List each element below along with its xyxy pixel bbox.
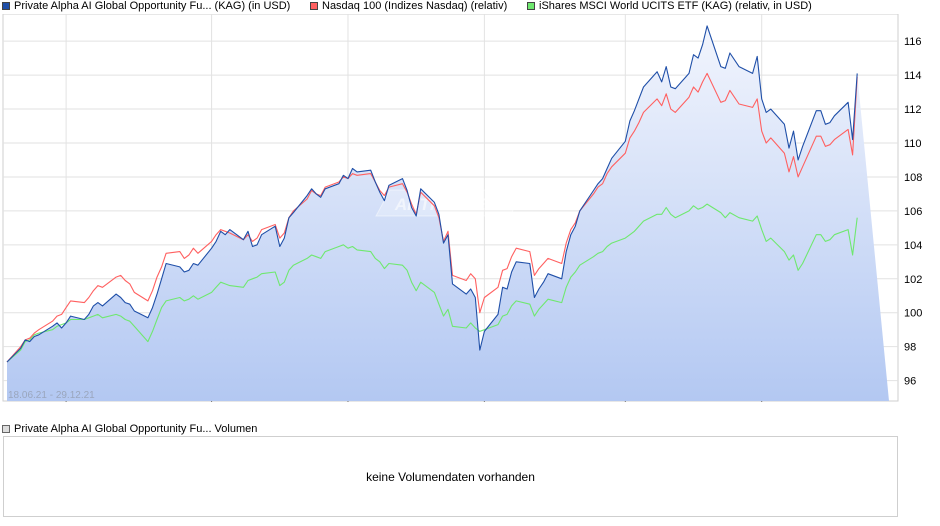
legend-label-nasdaq: Nasdaq 100 (Indizes Nasdaq) (relativ) xyxy=(322,0,508,12)
volume-legend: Private Alpha AI Global Opportunity Fu..… xyxy=(2,423,257,435)
legend-label-ishares: iShares MSCI World UCITS ETF (KAG) (rela… xyxy=(539,0,812,12)
legend-swatch-fund xyxy=(2,2,10,10)
price-chart[interactable]: AKTIENWELT JuliAug.Sep.Okt.Nov.Dez. 96 98… xyxy=(0,14,940,402)
y-tick-label: 110 xyxy=(904,138,922,150)
y-tick-label: 100 xyxy=(904,308,922,320)
y-tick-label: 106 xyxy=(904,206,922,218)
date-range-label: 18.06.21 - 29.12.21 xyxy=(8,390,95,401)
y-tick-label: 96 xyxy=(904,376,916,388)
y-tick-label: 116 xyxy=(904,36,922,48)
watermark-text: AKTIENWELT xyxy=(394,195,507,214)
area-fill-path xyxy=(7,25,889,402)
volume-legend-label: Private Alpha AI Global Opportunity Fu..… xyxy=(14,423,258,435)
y-tick-label: 112 xyxy=(904,104,922,116)
y-tick-label: 114 xyxy=(904,70,922,82)
y-tick-label: 102 xyxy=(904,274,922,286)
volume-panel: keine Volumendaten vorhanden xyxy=(3,436,898,517)
legend-swatch-ishares xyxy=(527,2,535,10)
volume-empty-message: keine Volumendaten vorhanden xyxy=(366,469,535,484)
y-axis: 96 98 100 102 104 106 108 110 112 114 116 xyxy=(904,36,922,387)
area-fill xyxy=(7,25,889,402)
legend-item-nasdaq[interactable]: Nasdaq 100 (Indizes Nasdaq) (relativ) xyxy=(310,0,507,12)
legend-item-fund[interactable]: Private Alpha AI Global Opportunity Fu..… xyxy=(2,0,290,12)
series-lines xyxy=(6,25,858,363)
legend-swatch-nasdaq xyxy=(310,2,318,10)
series-line-ishares xyxy=(6,203,858,363)
legend-label-fund: Private Alpha AI Global Opportunity Fu..… xyxy=(14,0,291,12)
watermark-logo: AKTIENWELT xyxy=(375,189,525,217)
y-tick-label: 104 xyxy=(904,240,922,252)
x-axis: JuliAug.Sep.Okt.Nov.Dez. xyxy=(65,401,763,402)
y-tick-label: 108 xyxy=(904,172,922,184)
series-line-fund xyxy=(6,25,858,363)
y-tick-label: 98 xyxy=(904,342,916,354)
series-line-nasdaq xyxy=(6,72,858,363)
legend-item-ishares[interactable]: iShares MSCI World UCITS ETF (KAG) (rela… xyxy=(527,0,812,12)
volume-swatch xyxy=(2,425,10,433)
